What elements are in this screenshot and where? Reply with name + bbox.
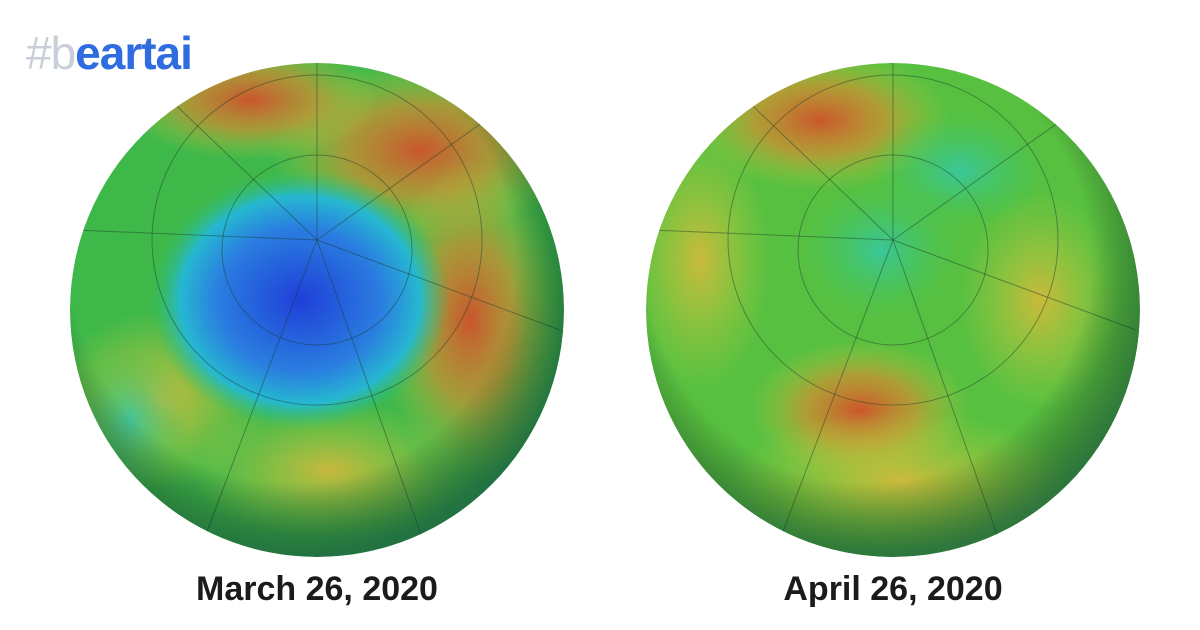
globe-april [646, 63, 1140, 557]
globe-march [70, 63, 564, 557]
caption: March 26, 2020 [196, 570, 438, 608]
logo: #beartai [26, 27, 193, 79]
caption: April 26, 2020 [783, 570, 1003, 608]
